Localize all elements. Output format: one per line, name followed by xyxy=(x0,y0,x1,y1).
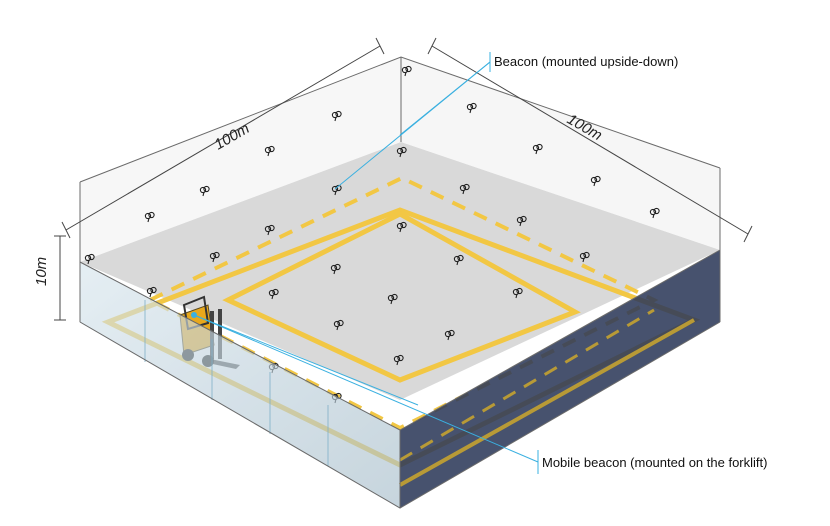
mobile-beacon-label: Mobile beacon (mounted on the forklift) xyxy=(542,455,767,470)
front-right-wall xyxy=(400,250,720,508)
callout-beacon: Beacon (mounted upside-down) xyxy=(334,52,678,190)
box-edges xyxy=(79,56,721,509)
dim-line-width-left xyxy=(61,37,385,239)
dim-line-height xyxy=(54,235,66,321)
back-right-wall xyxy=(401,57,720,250)
back-left-wall xyxy=(80,57,401,262)
front-left-wall-panels xyxy=(144,300,329,466)
dim-line-width-right xyxy=(427,37,753,243)
right-wall-yellow xyxy=(399,318,695,487)
callout-mobile-beacon: Mobile beacon (mounted on the forklift) xyxy=(193,314,767,474)
dim-label-height: 10m xyxy=(33,257,50,286)
beacon-label: Beacon (mounted upside-down) xyxy=(494,54,678,69)
floor xyxy=(80,142,720,400)
right-wall-dashed xyxy=(399,308,655,462)
inner-yellow-line xyxy=(222,211,581,383)
